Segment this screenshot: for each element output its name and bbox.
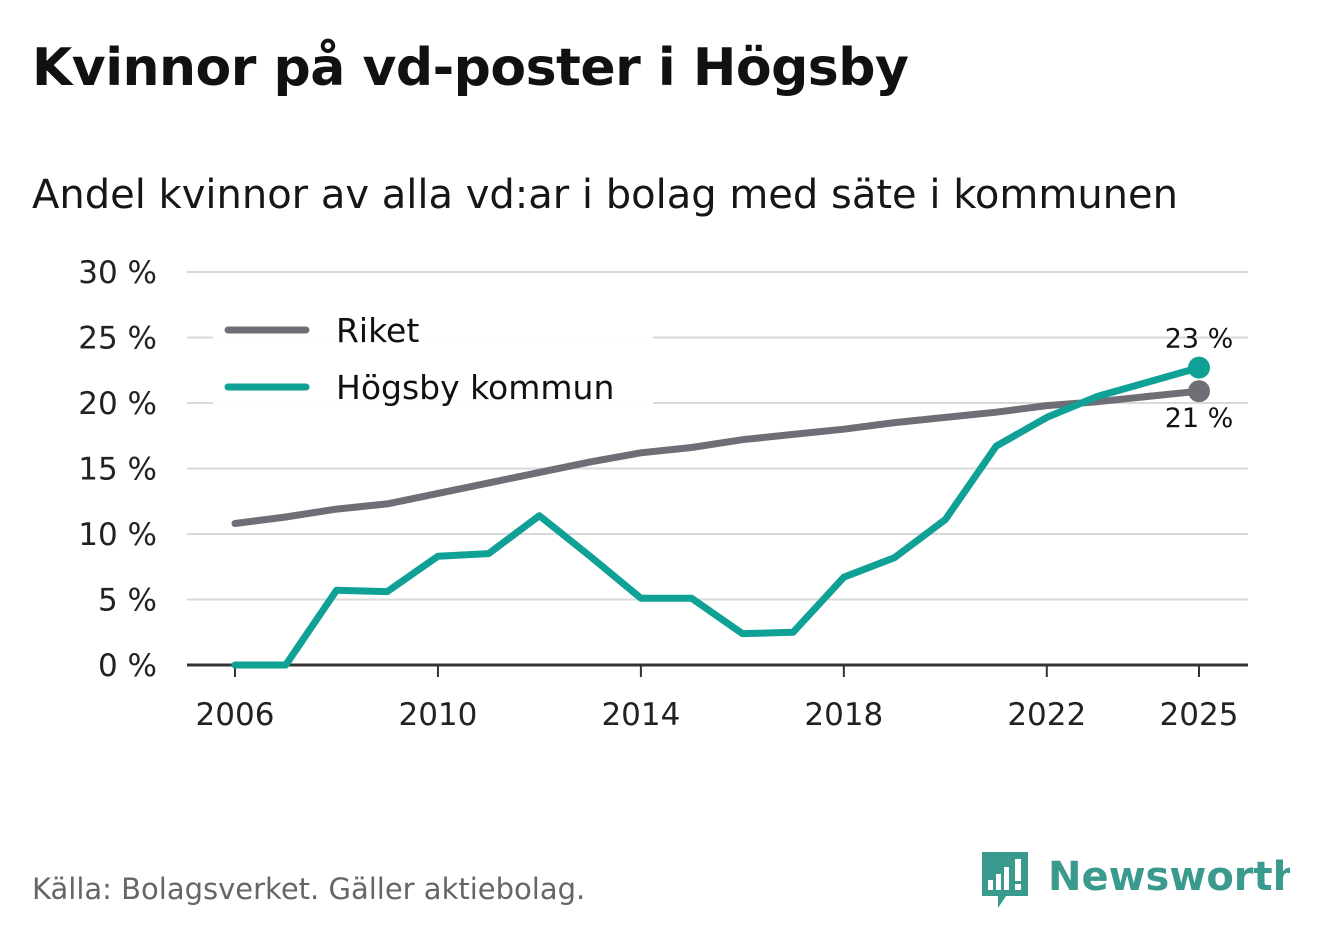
series-line-0 [231, 387, 1203, 527]
x-tick-label: 2018 [804, 697, 883, 733]
chart-subtitle: Andel kvinnor av alla vd:ar i bolag med … [32, 172, 1178, 218]
y-tick-label: 10 % [78, 517, 157, 553]
legend-label: Högsby kommun [336, 368, 614, 407]
x-tick-label: 2014 [601, 697, 680, 733]
x-tick-label: 2006 [196, 697, 275, 733]
x-tick-label: 2022 [1007, 697, 1086, 733]
series-line-1 [231, 364, 1203, 669]
x-axis: 2006 2010 2014 2018 2022 2025 [187, 663, 1248, 733]
end-marker-0 [1188, 380, 1210, 403]
x-tick-label: 2025 [1160, 697, 1239, 733]
legend: Riket Högsby kommun [213, 305, 653, 425]
y-tick-label: 30 % [78, 255, 157, 291]
y-axis-ticks: 0 % 5 % 10 % 15 % 20 % 25 % 30 % [78, 255, 157, 684]
end-value-label: 23 % [1165, 324, 1234, 355]
chart-title: Kvinnor på vd-poster i Högsby [32, 38, 909, 98]
y-tick-label: 20 % [78, 386, 157, 422]
legend-background [213, 305, 653, 425]
end-marker-1 [1188, 356, 1210, 379]
y-tick-label: 5 % [98, 583, 157, 619]
brand-name: Newsworthy [1048, 854, 1290, 900]
end-labels: 23 % 21 % [1165, 324, 1234, 435]
end-value-label: 21 % [1165, 403, 1234, 434]
y-tick-label: 15 % [78, 452, 157, 488]
y-tick-label: 25 % [78, 321, 157, 357]
legend-label: Riket [336, 311, 419, 350]
bar-chart-speech-bubble-icon [982, 852, 1028, 908]
series-lines [231, 356, 1210, 669]
y-tick-label: 0 % [98, 648, 157, 684]
x-tick-label: 2010 [398, 697, 477, 733]
newsworthy-logo: Newsworthy [982, 852, 1290, 908]
source-note: Källa: Bolagsverket. Gäller aktiebolag. [32, 872, 586, 906]
